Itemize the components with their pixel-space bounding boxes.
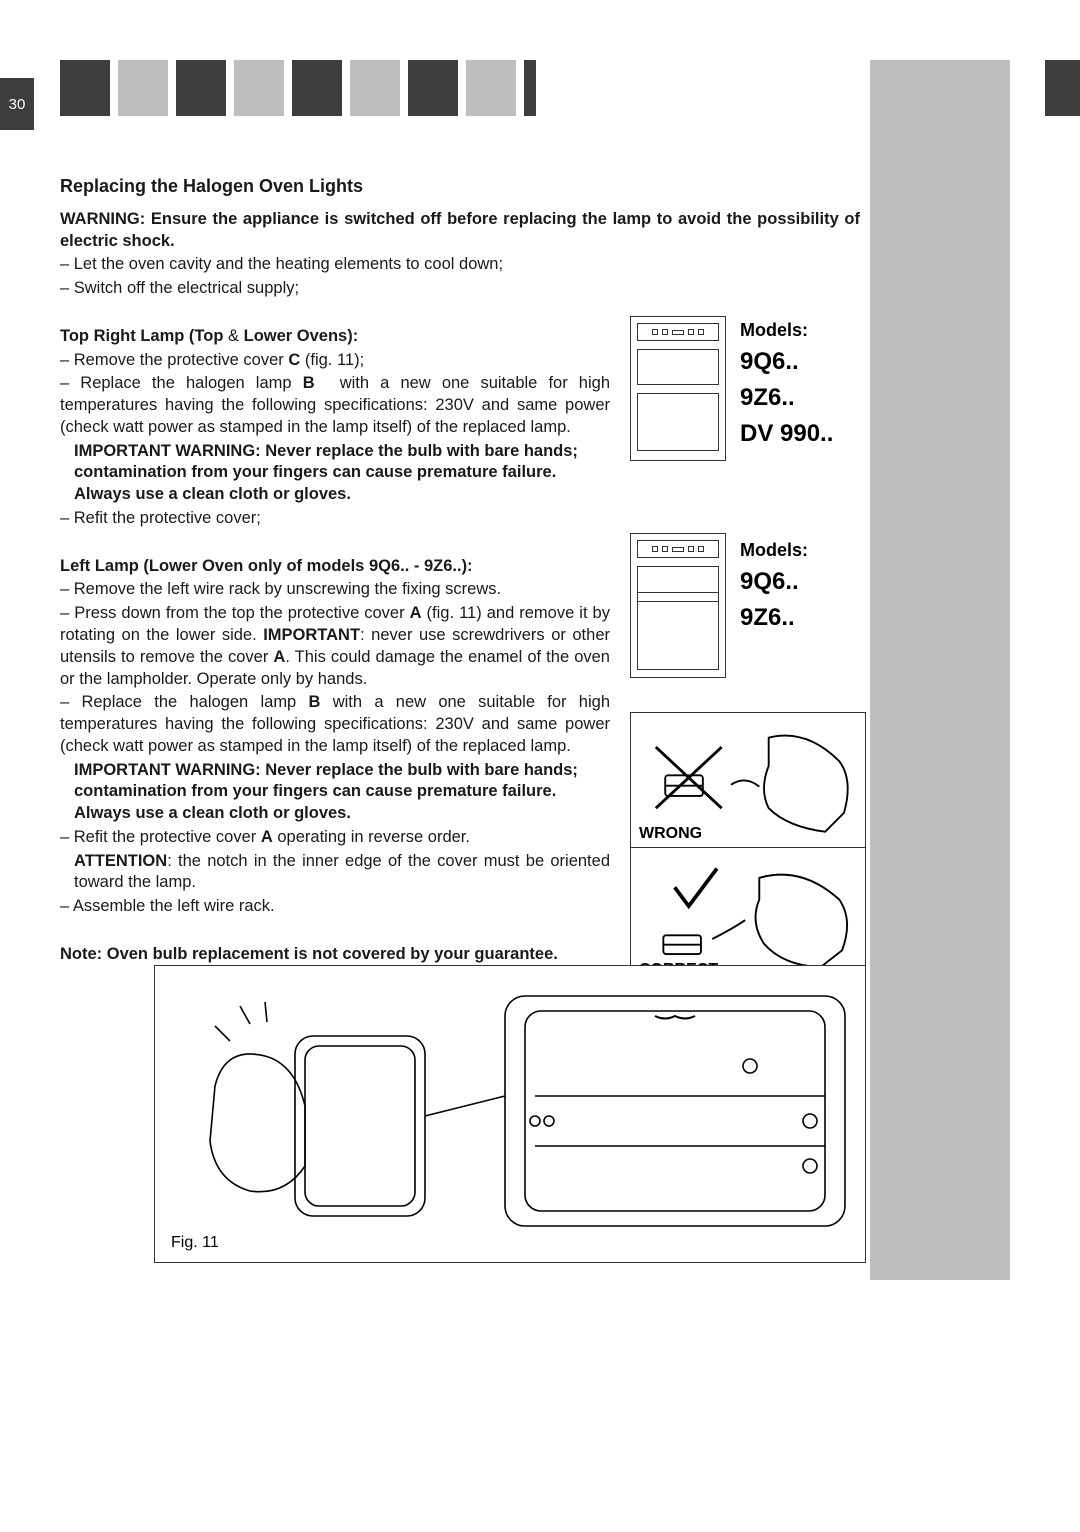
- s2-attention: ATTENTION: the notch in the inner edge o…: [74, 851, 610, 895]
- s1-warn-block: IMPORTANT WARNING: Never replace the bul…: [74, 441, 610, 506]
- figure-11: Fig. 11: [154, 965, 866, 1263]
- header-tab: [176, 60, 226, 116]
- model-label-1: Models: 9Q6.. 9Z6.. DV 990..: [740, 320, 833, 449]
- figure-11-illustration-icon: [155, 966, 867, 1264]
- header-tab: [118, 60, 168, 116]
- s2-item1: – Remove the left wire rack by unscrewin…: [60, 579, 610, 601]
- header-tab: [60, 60, 110, 116]
- right-edge-tab: [1045, 60, 1080, 116]
- intro-line-1: – Let the oven cavity and the heating el…: [60, 254, 860, 276]
- s2-item4: – Refit the protective cover A operating…: [60, 827, 610, 849]
- wrong-correct-diagram: WRONG CORRECT: [630, 712, 866, 984]
- s1-item1: – Remove the protective cover C (fig. 11…: [60, 350, 610, 372]
- right-column-background: [870, 60, 1010, 1280]
- model-diagram-1: [630, 316, 726, 461]
- header-tab: [292, 60, 342, 116]
- figure-label: Fig. 11: [171, 1234, 219, 1252]
- section2-heading: Left Lamp (Lower Oven only of models 9Q6…: [60, 556, 610, 578]
- header-tab: [408, 60, 458, 116]
- s2-warn-block: IMPORTANT WARNING: Never replace the bul…: [74, 760, 610, 825]
- s1-item2: – Replace the halogen lamp B with a new …: [60, 373, 610, 438]
- page-title: Replacing the Halogen Oven Lights: [60, 175, 860, 199]
- s2-item2: – Press down from the top the protective…: [60, 603, 610, 690]
- header-tab: [524, 60, 536, 116]
- header-tab: [234, 60, 284, 116]
- wrong-label: WRONG: [639, 825, 702, 843]
- tab-strip: [60, 60, 536, 116]
- s2-item3: – Replace the halogen lamp B with a new …: [60, 692, 610, 757]
- model-diagram-2: [630, 533, 726, 678]
- header-tab: [466, 60, 516, 116]
- top-warning: WARNING: Ensure the appliance is switche…: [60, 209, 860, 253]
- model-label-2: Models: 9Q6.. 9Z6..: [740, 540, 808, 633]
- header-tab: [350, 60, 400, 116]
- correct-illustration-icon: [637, 852, 859, 979]
- intro-line-2: – Switch off the electrical supply;: [60, 278, 860, 300]
- page-number: 30: [0, 78, 34, 130]
- s2-item5: – Assemble the left wire rack.: [60, 896, 610, 918]
- guarantee-note: Note: Oven bulb replacement is not cover…: [60, 944, 610, 966]
- s1-after: – Refit the protective cover;: [60, 508, 860, 530]
